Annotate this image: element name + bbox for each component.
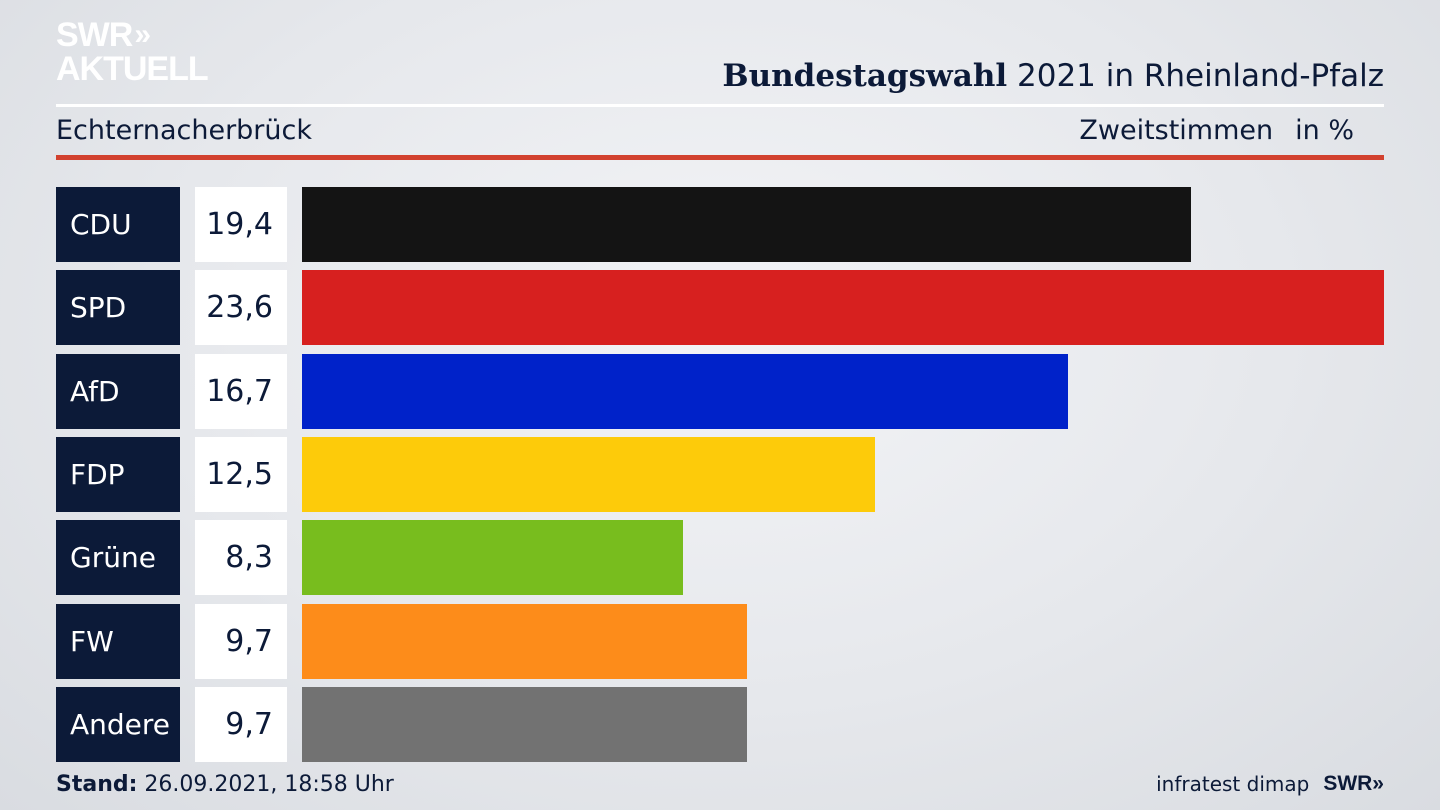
chart-title: Bundestagswahl 2021 in Rheinland-Pfalz <box>722 58 1384 94</box>
bar-row: AfD 16,7 <box>56 354 1384 429</box>
source-label: infratest dimap <box>1156 772 1310 796</box>
stand-value: 26.09.2021, 18:58 Uhr <box>137 772 394 797</box>
value-label: 8,3 <box>195 520 287 595</box>
bar-row: FDP 12,5 <box>56 437 1384 512</box>
value-label: 23,6 <box>195 270 287 345</box>
value-label: 9,7 <box>195 604 287 679</box>
bar <box>302 354 1068 429</box>
stand-label: Stand: <box>56 772 138 797</box>
party-label: CDU <box>56 187 180 262</box>
party-label: FDP <box>56 437 180 512</box>
bar-row: CDU 19,4 <box>56 187 1384 262</box>
unit-label: in % <box>1295 115 1354 146</box>
swr-aktuell-logo: SWR» AKTUELL <box>56 16 209 88</box>
value-label: 12,5 <box>195 437 287 512</box>
party-label: AfD <box>56 354 180 429</box>
bar-row: FW 9,7 <box>56 604 1384 679</box>
subheader-divider <box>56 155 1384 160</box>
value-label: 9,7 <box>195 687 287 762</box>
bar <box>302 687 747 762</box>
measure-name: Zweitstimmen <box>1079 115 1274 146</box>
logo-aktuell: AKTUELL <box>56 50 209 88</box>
party-label: SPD <box>56 270 180 345</box>
value-label: 19,4 <box>195 187 287 262</box>
bar-row: Andere 9,7 <box>56 687 1384 762</box>
title-rest: 2021 in Rheinland-Pfalz <box>1007 58 1384 94</box>
party-label: FW <box>56 604 180 679</box>
bar <box>302 437 875 512</box>
logo-arrows-icon: » <box>134 18 151 51</box>
bar-row: SPD 23,6 <box>56 270 1384 345</box>
bar-row: Grüne 8,3 <box>56 520 1384 595</box>
bar <box>302 270 1384 345</box>
party-label: Andere <box>56 687 180 762</box>
header-divider <box>56 104 1384 107</box>
bar <box>302 604 747 679</box>
title-bold: Bundestagswahl <box>722 58 1008 94</box>
measure-label: Zweitstimmen in % <box>1079 115 1354 146</box>
bar <box>302 520 683 595</box>
region-name: Echternacherbrück <box>56 115 312 146</box>
value-label: 16,7 <box>195 354 287 429</box>
source-credits: infratest dimap SWR» <box>1156 772 1384 796</box>
logo-swr: SWR <box>56 16 133 54</box>
party-label: Grüne <box>56 520 180 595</box>
swr-logo-small: SWR» <box>1323 772 1384 795</box>
timestamp: Stand: 26.09.2021, 18:58 Uhr <box>56 772 394 797</box>
bar <box>302 187 1191 262</box>
